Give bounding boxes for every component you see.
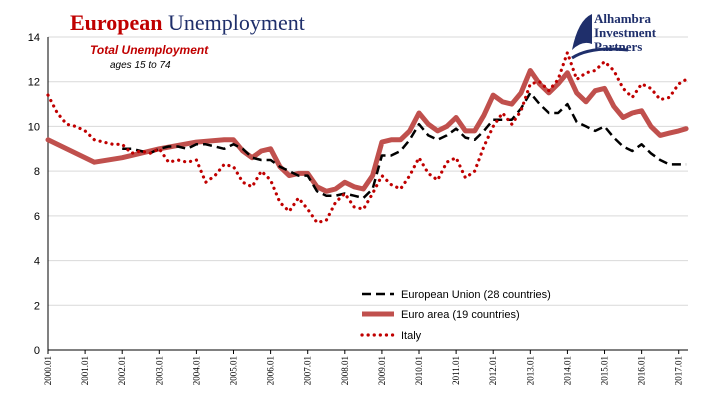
chart-legend: European Union (28 countries) Euro area (… xyxy=(360,289,551,342)
chart-axes: 0 2 4 6 8 10 12 14 2000.01 2001.01 2002.01 2003.01 2… xyxy=(28,32,688,385)
y-tick-label: 8 xyxy=(34,166,40,178)
x-tick-label: 2003.01 xyxy=(154,356,164,385)
logo-text: Alhambra Investment Partners xyxy=(594,12,656,54)
x-tick-label: 2006.01 xyxy=(266,356,276,385)
logo-swoosh-icon xyxy=(572,14,592,50)
y-tick-label: 0 xyxy=(34,345,40,357)
x-tick-label: 2004.01 xyxy=(191,356,201,385)
series-line-0 xyxy=(122,91,687,200)
title-unemployment: Unemployment xyxy=(168,10,305,35)
annotation-subtitle: ages 15 to 74 xyxy=(110,60,171,71)
x-tick-label: 2009.01 xyxy=(377,356,387,385)
x-tick-label: 2013.01 xyxy=(525,356,535,385)
alhambra-logo xyxy=(571,14,629,60)
y-tick-label: 2 xyxy=(34,300,40,312)
y-tick-label: 12 xyxy=(28,77,40,89)
x-tick-label: 2014.01 xyxy=(562,356,572,385)
x-tick-label: 2001.01 xyxy=(80,356,90,385)
legend-label: Euro area (19 countries) xyxy=(401,309,520,321)
x-tick-label: 2017.01 xyxy=(674,356,684,385)
x-tick-label: 2007.01 xyxy=(303,356,313,385)
legend-label: European Union (28 countries) xyxy=(401,289,551,301)
x-tick-label: 2016.01 xyxy=(637,356,647,385)
series-line-2 xyxy=(46,50,688,225)
title-european: European xyxy=(70,10,163,35)
logo-line-2: Investment xyxy=(594,25,657,40)
series-line-1 xyxy=(45,68,689,194)
x-tick-label: 2010.01 xyxy=(414,356,424,385)
y-tick-label: 6 xyxy=(34,211,40,223)
x-tick-label: 2008.01 xyxy=(340,356,350,385)
x-tick-label: 2002.01 xyxy=(117,356,127,385)
legend-label: Italy xyxy=(401,330,422,342)
logo-line-1: Alhambra xyxy=(594,11,652,26)
y-tick-label: 10 xyxy=(28,121,40,133)
page-title: European Unemployment xyxy=(70,10,305,36)
series-layer xyxy=(45,50,689,225)
x-tick-label: 2012.01 xyxy=(488,356,498,385)
x-tick-label: 2011.01 xyxy=(451,356,461,385)
y-tick-label: 4 xyxy=(34,256,40,268)
x-tick-label: 2000.01 xyxy=(43,356,53,385)
logo-line-3: Partners xyxy=(594,39,643,54)
x-tick-label: 2005.01 xyxy=(229,356,239,385)
x-tick-label: 2015.01 xyxy=(600,356,610,385)
annotation-title: Total Unemployment xyxy=(90,43,209,57)
logo-arc-icon xyxy=(571,47,629,60)
y-tick-label: 14 xyxy=(28,32,40,44)
